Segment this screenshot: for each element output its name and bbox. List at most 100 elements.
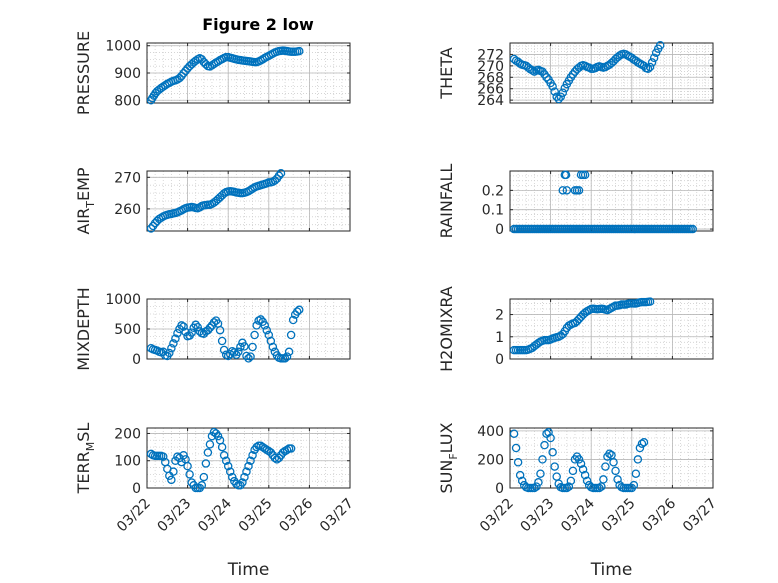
- data-point: [655, 41, 665, 50]
- data-point: [242, 351, 251, 361]
- subplot-3: 260 270 AIRTEMP: [74, 167, 351, 235]
- major-grid: [147, 171, 350, 231]
- data-point: [639, 438, 649, 447]
- data-point: [252, 321, 261, 330]
- data-point: [548, 82, 557, 91]
- data-point: [637, 439, 647, 448]
- subplot-7: 0 100 200 03/22 03/23 03/24 03/25 03/26 03/27 Tim…: [74, 423, 357, 580]
- data-point: [167, 475, 176, 485]
- data-point: [562, 186, 572, 195]
- y-tick-label: 0: [495, 352, 504, 368]
- data-point: [540, 440, 549, 450]
- data-point: [613, 475, 622, 484]
- data-point: [179, 322, 188, 331]
- data-point: [595, 483, 604, 493]
- data-point: [240, 342, 249, 351]
- series-markers: [146, 305, 304, 363]
- data-point: [225, 467, 235, 476]
- subplot-4: 0 0.1 0.2 RAINFALL: [437, 164, 714, 238]
- x-tick-label: 03/26: [276, 495, 316, 535]
- data-point: [286, 330, 296, 340]
- plot-area: [510, 171, 713, 231]
- data-point: [631, 469, 641, 478]
- data-point: [643, 64, 653, 73]
- axes-box: [509, 170, 714, 232]
- x-tick-label: 03/26: [639, 495, 679, 535]
- data-point: [276, 168, 286, 178]
- data-point: [578, 465, 588, 474]
- data-point: [558, 88, 568, 97]
- y-tick-label: 268: [477, 70, 504, 86]
- data-point: [554, 94, 563, 104]
- data-point: [252, 442, 261, 452]
- data-point: [205, 440, 215, 449]
- data-point: [203, 448, 213, 457]
- y-tick-label: 1: [495, 330, 504, 346]
- data-point: [288, 315, 298, 325]
- data-point: [244, 354, 253, 363]
- data-point: [605, 449, 614, 458]
- data-point: [629, 480, 639, 490]
- data-point: [169, 339, 178, 348]
- data-point: [201, 459, 211, 468]
- data-point: [599, 475, 608, 484]
- data-point: [558, 186, 568, 195]
- data-point: [688, 224, 697, 234]
- data-point: [280, 354, 290, 363]
- data-point: [609, 458, 618, 467]
- data-point: [645, 62, 655, 72]
- data-point: [215, 325, 225, 335]
- data-point: [232, 479, 241, 489]
- data-point: [183, 461, 192, 471]
- data-point: [217, 442, 227, 452]
- data-point: [165, 348, 174, 358]
- data-point: [511, 443, 521, 453]
- data-point: [191, 320, 200, 330]
- data-point: [250, 330, 259, 340]
- data-point: [228, 472, 237, 482]
- y-tick-label: 272: [477, 47, 504, 63]
- data-point: [645, 297, 655, 306]
- data-point: [580, 170, 590, 180]
- series-markers: [146, 46, 304, 105]
- data-point: [193, 322, 202, 332]
- x-tick-label: 03/25: [236, 496, 276, 536]
- data-point: [513, 458, 523, 467]
- data-point: [580, 470, 590, 480]
- y-tick-label: 500: [114, 322, 141, 338]
- data-point: [175, 73, 184, 83]
- data-point: [556, 92, 566, 101]
- data-point: [509, 429, 519, 438]
- x-tick-label: 03/25: [599, 496, 639, 536]
- axes-box: [146, 170, 351, 232]
- data-point: [201, 60, 211, 69]
- data-point: [561, 170, 571, 180]
- data-point: [546, 433, 555, 443]
- data-point: [173, 328, 182, 338]
- x-tick-label: 03/23: [155, 496, 195, 536]
- y-axis-label: H2OMIXRA: [437, 286, 456, 372]
- data-point: [236, 342, 245, 352]
- data-point: [651, 48, 661, 57]
- data-point: [171, 334, 180, 343]
- y-axis-label: SUNFLUX: [437, 422, 460, 493]
- axes-box: [509, 42, 714, 104]
- series-markers: [509, 297, 655, 355]
- data-point: [292, 307, 302, 316]
- series-markers: [146, 427, 296, 493]
- data-point: [169, 467, 178, 476]
- subplot-8: 0 200 400 03/22 03/23 03/24 03/25 03/26 03/27 Tim…: [437, 422, 720, 580]
- series-markers: [509, 41, 665, 104]
- y-tick-label: 2: [495, 308, 504, 324]
- y-tick-label: 400: [477, 424, 504, 440]
- data-point: [282, 352, 292, 361]
- x-tick-label: 03/22: [114, 496, 154, 536]
- x-tick-label: 03/22: [477, 496, 517, 536]
- data-point: [240, 472, 249, 482]
- y-tick-label: 900: [114, 66, 141, 82]
- y-axis-label: MIXDEPTH: [74, 287, 93, 370]
- data-point: [550, 87, 559, 96]
- data-point: [564, 482, 574, 491]
- data-point: [223, 461, 233, 471]
- y-tick-label: 266: [477, 82, 504, 98]
